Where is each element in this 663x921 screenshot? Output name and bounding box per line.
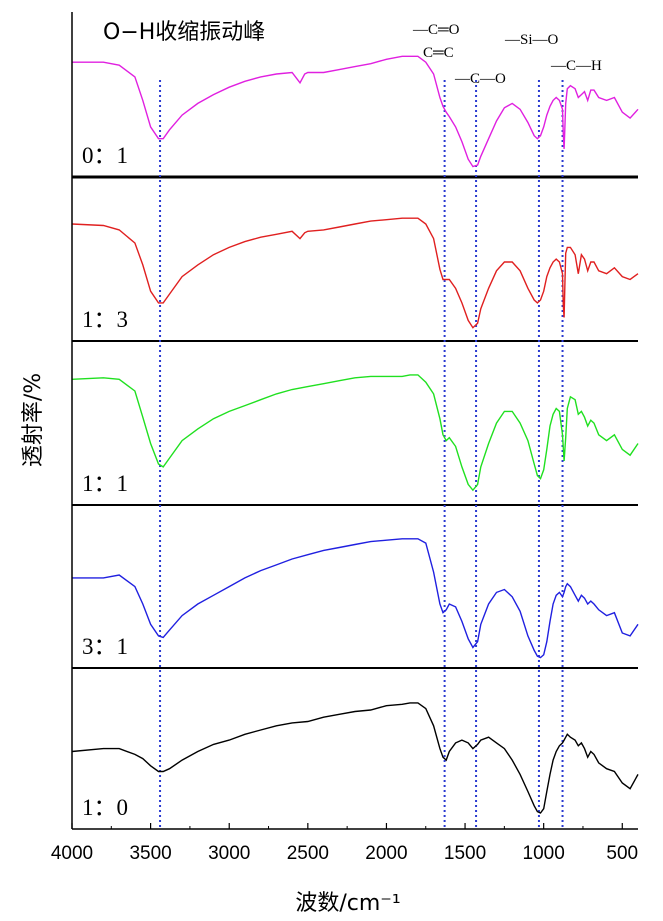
panel-dividers <box>72 175 638 669</box>
axes <box>71 12 638 830</box>
series-line <box>71 374 639 492</box>
x-tick-labels: 4000 3500 3000 2500 2000 1500 1000 500 <box>51 823 638 864</box>
x-axis-title: 波数/cm⁻¹ <box>295 891 400 916</box>
series-line <box>71 702 639 814</box>
series-line <box>72 55 639 168</box>
x-tick-label: 1500 <box>444 843 486 864</box>
x-tick-label: 2500 <box>287 843 329 864</box>
series-label: 1：0 <box>82 795 128 820</box>
series-label: 1：1 <box>82 471 128 496</box>
series-label: 3：1 <box>82 634 128 659</box>
annotation-c-o: —C—O <box>454 71 506 87</box>
series-line <box>72 538 639 659</box>
annotation-co-double: —C═O <box>412 22 460 38</box>
series-group <box>71 55 639 814</box>
annotation-c-h: —C—H <box>550 58 602 74</box>
annotation-cc-double: C═C <box>423 45 454 61</box>
series-label: 1：3 <box>82 307 128 332</box>
x-tick-label: 4000 <box>51 843 93 864</box>
series-label: 0：1 <box>82 143 128 168</box>
annotation-si-o: —Si—O <box>504 32 559 48</box>
y-axis-title: 透射率/% <box>21 373 46 467</box>
x-tick-label: 2000 <box>365 843 407 864</box>
series-line <box>71 217 639 329</box>
x-tick-label: 1000 <box>523 843 565 864</box>
annotation-oh: O−H收缩振动峰 <box>103 20 265 45</box>
x-tick-label: 3500 <box>129 843 171 864</box>
x-tick-label: 3000 <box>208 843 250 864</box>
reference-lines <box>159 80 564 829</box>
x-tick-label: 500 <box>606 843 638 864</box>
ratio-labels: 0：1 1：3 1：1 3：1 1：0 <box>82 143 128 820</box>
